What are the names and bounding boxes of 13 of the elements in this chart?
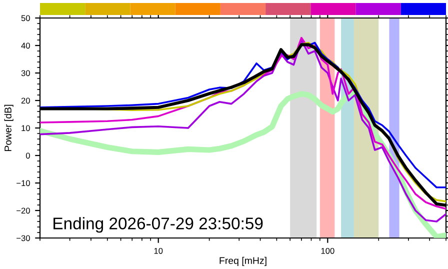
y-tick-label: 20	[21, 98, 30, 104]
annotation: Ending 2026-07-29 23:50:59	[54, 217, 263, 233]
y-tick-label: 30	[21, 70, 30, 76]
y-tick-label: −10	[16, 180, 30, 186]
y-tick-label: −20	[16, 208, 30, 214]
x-axis-title: Freq [mHz]	[220, 256, 266, 266]
y-tick-label: 50	[21, 15, 30, 22]
y-tick-label: 40	[21, 42, 30, 49]
y-tick-label: −30	[16, 235, 30, 242]
y-axis-title: Power [dB]	[4, 104, 14, 151]
y-tick-label: 0	[26, 152, 30, 159]
y-tick-label: 10	[22, 125, 30, 132]
x-tick-label: 100	[321, 248, 334, 254]
